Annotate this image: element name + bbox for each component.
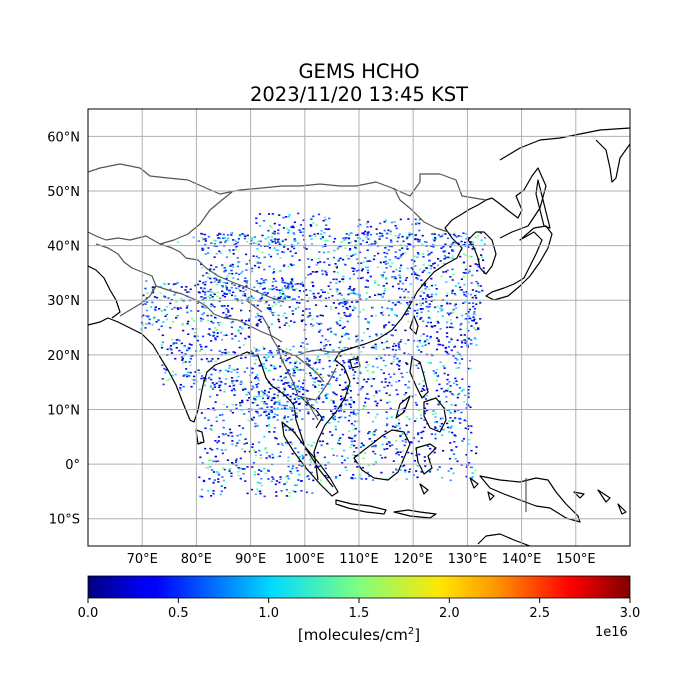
lon-tick-label: 130°E [448, 552, 488, 567]
lat-tick-label: 10°N [47, 403, 80, 418]
lon-tick-label: 120°E [393, 552, 433, 567]
lon-tick-label: 140°E [502, 552, 542, 567]
lat-tick-label: 50°N [47, 185, 80, 200]
colorbar-offset-text: 1e16 [595, 625, 628, 640]
lat-tick-label: 20°N [47, 349, 80, 364]
country-borders [88, 163, 527, 512]
colorbar-tick-label: 0.5 [168, 606, 189, 621]
lat-tick-label: 40°N [47, 240, 80, 255]
map-title: GEMS HCHO [298, 60, 420, 83]
colorbar-label: [molecules/cm2] [297, 626, 421, 644]
colorbar-tick-label: 2.0 [439, 606, 460, 621]
lat-tick-label: 0° [65, 458, 80, 473]
map-frame [87, 108, 631, 547]
colorbar-tick-label: 3.0 [620, 606, 641, 621]
colorbar [87, 575, 631, 599]
map-timestamp: 2023/11/20 13:45 KST [249, 83, 469, 106]
lon-tick-label: 110°E [339, 552, 379, 567]
longitude-labels: 70°E 80°E 90°E 100°E 110°E 120°E 130°E 140°E 150… [127, 552, 596, 567]
lat-tick-label: 60°N [47, 130, 80, 145]
map-gridlines [88, 109, 630, 546]
coastlines [88, 127, 630, 546]
lon-tick-label: 100°E [285, 552, 325, 567]
lon-tick-label: 90°E [235, 552, 266, 567]
colorbar-tick-label: 1.5 [349, 606, 370, 621]
lon-tick-label: 70°E [127, 552, 158, 567]
lat-tick-label: 10°S [49, 513, 80, 528]
lon-tick-label: 150°E [556, 552, 596, 567]
colorbar-tick-label: 1.0 [258, 606, 279, 621]
colorbar-ticks: 0.0 0.5 1.0 1.5 2.0 2.5 3.0 [78, 598, 641, 621]
lon-tick-label: 80°E [181, 552, 212, 567]
lat-tick-label: 30°N [47, 294, 80, 309]
colorbar-tick-label: 0.0 [78, 606, 99, 621]
colorbar-tick-label: 2.5 [529, 606, 550, 621]
latitude-labels: 60°N 50°N 40°N 30°N 20°N 10°N 0° 10°S [47, 130, 80, 527]
